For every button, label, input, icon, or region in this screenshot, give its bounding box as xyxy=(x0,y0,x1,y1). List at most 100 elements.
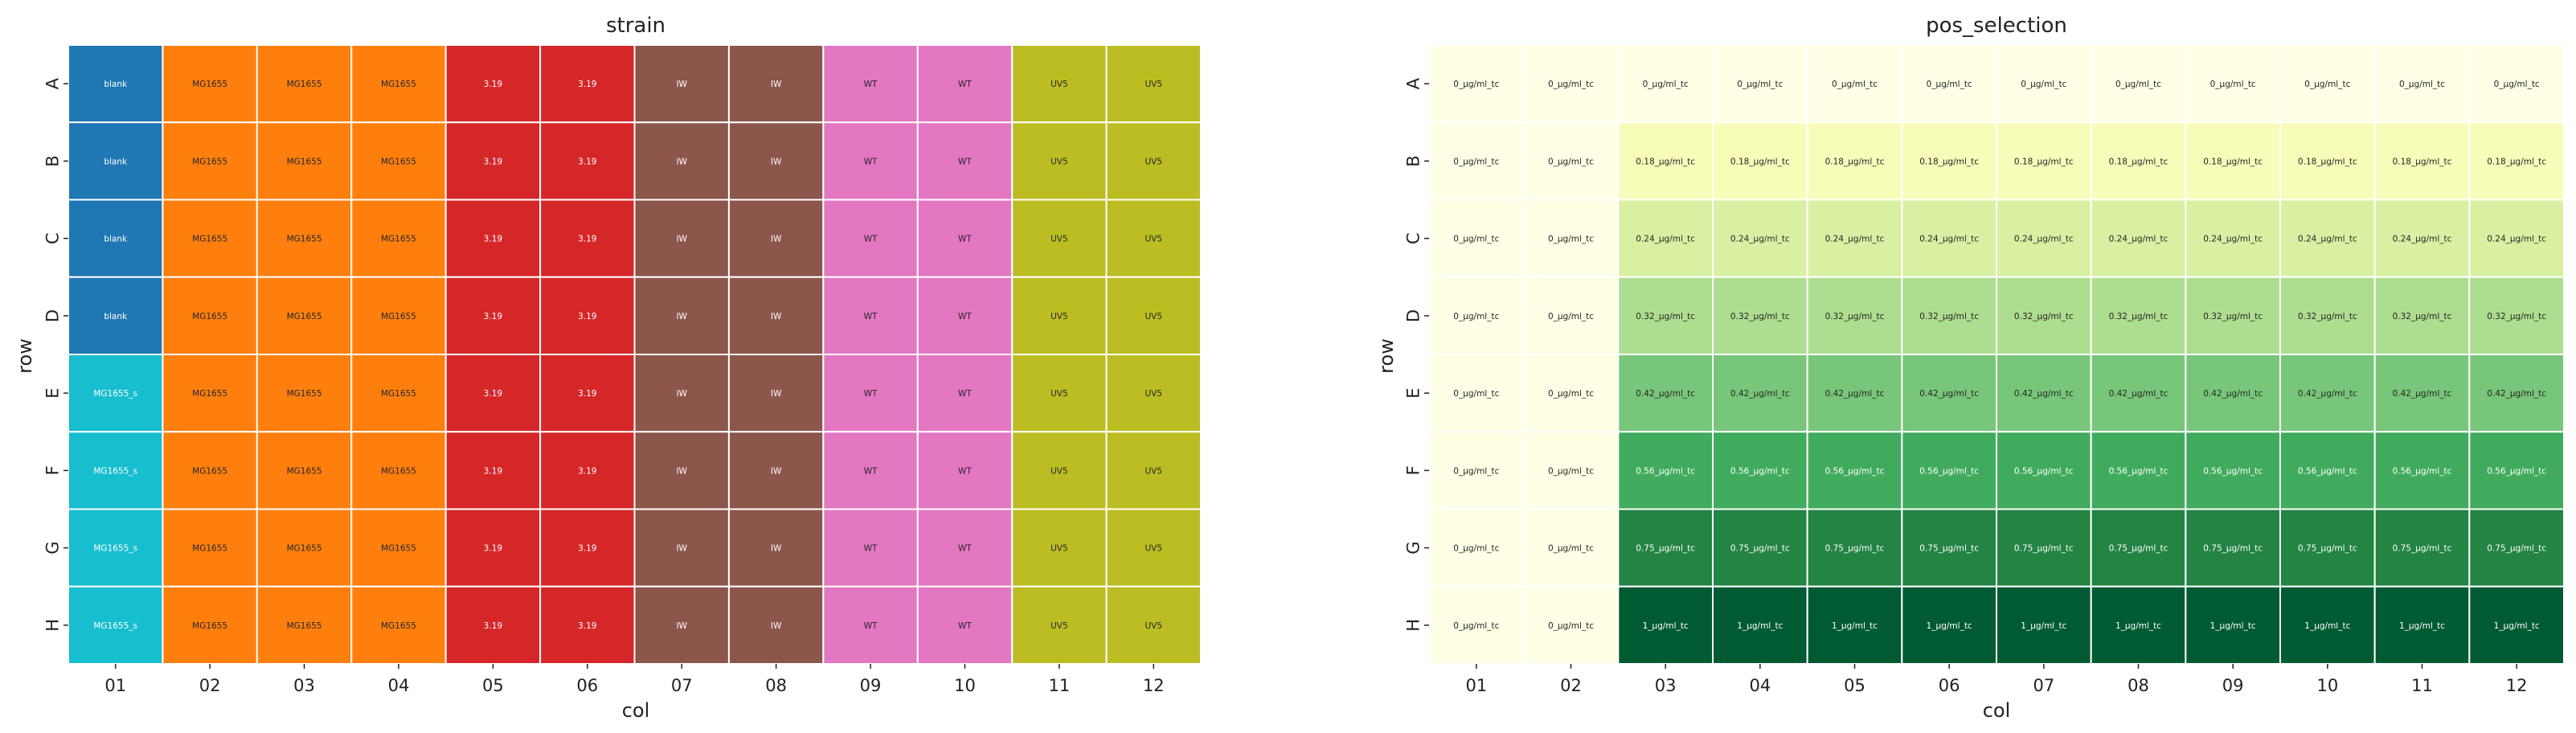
strain-cell-H07 xyxy=(633,585,730,665)
strain-cell-label-H07: IW xyxy=(676,621,687,631)
strain-cell-label-B05: 3.19 xyxy=(484,157,502,166)
pos-selection-cell-D12 xyxy=(2468,276,2565,355)
strain-cell-label-D05: 3.19 xyxy=(484,312,502,321)
strain-cell-A06 xyxy=(539,44,636,124)
pos-selection-cell-label-H01: 0_µg/ml_tc xyxy=(1453,621,1499,631)
pos-selection-y-tick-label: F xyxy=(1403,465,1423,475)
pos-selection-cell-label-C07: 0.24_µg/ml_tc xyxy=(2014,235,2074,244)
strain-cell-label-E08: IW xyxy=(771,389,782,399)
pos-selection-cell-label-H10: 1_µg/ml_tc xyxy=(2304,621,2350,631)
strain-x-tick-label: 12 xyxy=(1143,676,1165,695)
pos-selection-cell-label-E06: 0.42_µg/ml_tc xyxy=(1919,389,1979,399)
pos-selection-cell-label-G07: 0.75_µg/ml_tc xyxy=(2014,544,2074,554)
strain-cell-label-C07: IW xyxy=(676,235,687,244)
pos-selection-cell-label-G06: 0.75_µg/ml_tc xyxy=(1919,544,1979,554)
strain-x-tick-label: 11 xyxy=(1049,676,1071,695)
pos-selection-cell-label-B01: 0_µg/ml_tc xyxy=(1453,157,1499,166)
pos-selection-cell-B06 xyxy=(1901,121,1997,201)
strain-cell-D07 xyxy=(633,276,730,355)
pos-selection-cell-label-H12: 1_µg/ml_tc xyxy=(2494,621,2540,631)
strain-cell-label-G05: 3.19 xyxy=(484,544,502,554)
pos-selection-cell-label-E09: 0.42_µg/ml_tc xyxy=(2203,389,2263,399)
strain-cell-label-E09: WT xyxy=(864,389,878,399)
strain-cell-B12 xyxy=(1105,121,1202,201)
pos-selection-cell-label-G01: 0_µg/ml_tc xyxy=(1453,544,1499,554)
strain-cell-F08 xyxy=(727,431,825,510)
strain-cell-label-B07: IW xyxy=(676,157,687,166)
pos-selection-cell-E06 xyxy=(1901,354,1997,433)
pos-selection-cell-D09 xyxy=(2185,276,2281,355)
strain-x-tick-label: 07 xyxy=(671,676,693,695)
strain-cell-label-F01: MG1655_s xyxy=(93,466,137,476)
strain-cell-label-E04: MG1655 xyxy=(381,389,416,399)
pos-selection-x-tick-label: 05 xyxy=(1844,676,1865,695)
pos-selection-x-axis-label: col xyxy=(1983,699,2011,722)
strain-cell-F04 xyxy=(350,431,447,510)
strain-y-tick-label: H xyxy=(43,619,62,632)
pos-selection-cell-F04 xyxy=(1712,431,1808,510)
pos-selection-cell-label-C12: 0.24_µg/ml_tc xyxy=(2487,235,2546,244)
strain-cell-G09 xyxy=(822,508,919,588)
strain-cell-H04 xyxy=(350,585,447,665)
pos-selection-cell-label-A03: 0_µg/ml_tc xyxy=(1643,80,1689,89)
pos-selection-cell-label-C11: 0.24_µg/ml_tc xyxy=(2393,235,2452,244)
strain-cell-label-G07: IW xyxy=(676,544,687,554)
pos-selection-y-ticks: A B C D E F G H xyxy=(1403,77,1429,632)
strain-cell-label-A03: MG1655 xyxy=(287,80,322,89)
strain-cell-label-D03: MG1655 xyxy=(287,312,322,321)
strain-y-tick-label: D xyxy=(43,309,62,322)
strain-cell-label-B01: blank xyxy=(104,157,128,166)
strain-cell-label-F09: WT xyxy=(864,466,878,476)
strain-cell-B07 xyxy=(633,121,730,201)
strain-cell-label-H09: WT xyxy=(864,621,878,631)
strain-cell-label-A04: MG1655 xyxy=(381,80,416,89)
strain-cell-label-B12: UV5 xyxy=(1145,157,1163,166)
pos-selection-cell-label-D07: 0.32_µg/ml_tc xyxy=(2014,312,2074,321)
strain-cell-label-F10: WT xyxy=(958,466,972,476)
pos-selection-cell-A08 xyxy=(2090,44,2187,124)
strain-cell-label-H12: UV5 xyxy=(1145,621,1163,631)
pos-selection-cell-H07 xyxy=(1996,585,2092,665)
pos-selection-cell-H11 xyxy=(2373,585,2471,665)
strain-cell-C01 xyxy=(68,199,164,278)
pos-selection-cell-F03 xyxy=(1617,431,1714,510)
strain-cell-D10 xyxy=(916,276,1014,355)
pos-selection-y-tick-label: C xyxy=(1403,232,1423,244)
pos-selection-cell-label-E02: 0_µg/ml_tc xyxy=(1548,389,1594,399)
pos-selection-cell-C10 xyxy=(2279,199,2376,278)
pos-selection-cell-D06 xyxy=(1901,276,1997,355)
pos-selection-cell-label-G09: 0.75_µg/ml_tc xyxy=(2203,544,2263,554)
pos-selection-cell-label-G08: 0.75_µg/ml_tc xyxy=(2109,544,2169,554)
pos-selection-cell-label-F10: 0.56_µg/ml_tc xyxy=(2298,466,2357,476)
pos-selection-cell-label-F08: 0.56_µg/ml_tc xyxy=(2109,466,2169,476)
pos-selection-x-tick-label: 06 xyxy=(1939,676,1960,695)
pos-selection-cell-label-F12: 0.56_µg/ml_tc xyxy=(2487,466,2546,476)
pos-selection-cell-label-D03: 0.32_µg/ml_tc xyxy=(1636,312,1695,321)
strain-x-ticks: 01 02 03 04 05 06 07 08 09 10 11 12 xyxy=(104,664,1165,695)
pos-selection-cell-A02 xyxy=(1522,44,1620,124)
pos-selection-y-tick-label: G xyxy=(1403,541,1423,554)
pos-selection-cell-label-B07: 0.18_µg/ml_tc xyxy=(2014,157,2074,166)
strain-cell-label-A08: IW xyxy=(771,80,782,89)
strain-cell-label-F02: MG1655 xyxy=(192,466,227,476)
strain-cell-label-G11: UV5 xyxy=(1050,544,1068,554)
strain-cell-label-E10: WT xyxy=(958,389,972,399)
pos-selection-x-tick-label: 11 xyxy=(2411,676,2433,695)
pos-selection-cell-label-D08: 0.32_µg/ml_tc xyxy=(2109,312,2169,321)
pos-selection-cell-label-C06: 0.24_µg/ml_tc xyxy=(1919,235,1979,244)
pos-selection-cell-G06 xyxy=(1901,508,1997,588)
strain-y-axis-label: row xyxy=(14,338,36,374)
strain-cell-label-G03: MG1655 xyxy=(287,544,322,554)
strain-cell-H01 xyxy=(68,585,164,665)
pos-selection-cell-A07 xyxy=(1996,44,2092,124)
pos-selection-cell-D04 xyxy=(1712,276,1808,355)
pos-selection-cell-label-D01: 0_µg/ml_tc xyxy=(1453,312,1499,321)
pos-selection-cell-label-A10: 0_µg/ml_tc xyxy=(2304,80,2350,89)
strain-x-tick-label: 09 xyxy=(860,676,882,695)
strain-cell-label-G10: WT xyxy=(958,544,972,554)
strain-x-tick-label: 03 xyxy=(293,676,315,695)
pos-selection-y-tick-label: E xyxy=(1403,387,1423,398)
strain-cell-label-F07: IW xyxy=(676,466,687,476)
strain-cell-label-H06: 3.19 xyxy=(578,621,596,631)
pos-selection-x-tick-label: 02 xyxy=(1560,676,1582,695)
